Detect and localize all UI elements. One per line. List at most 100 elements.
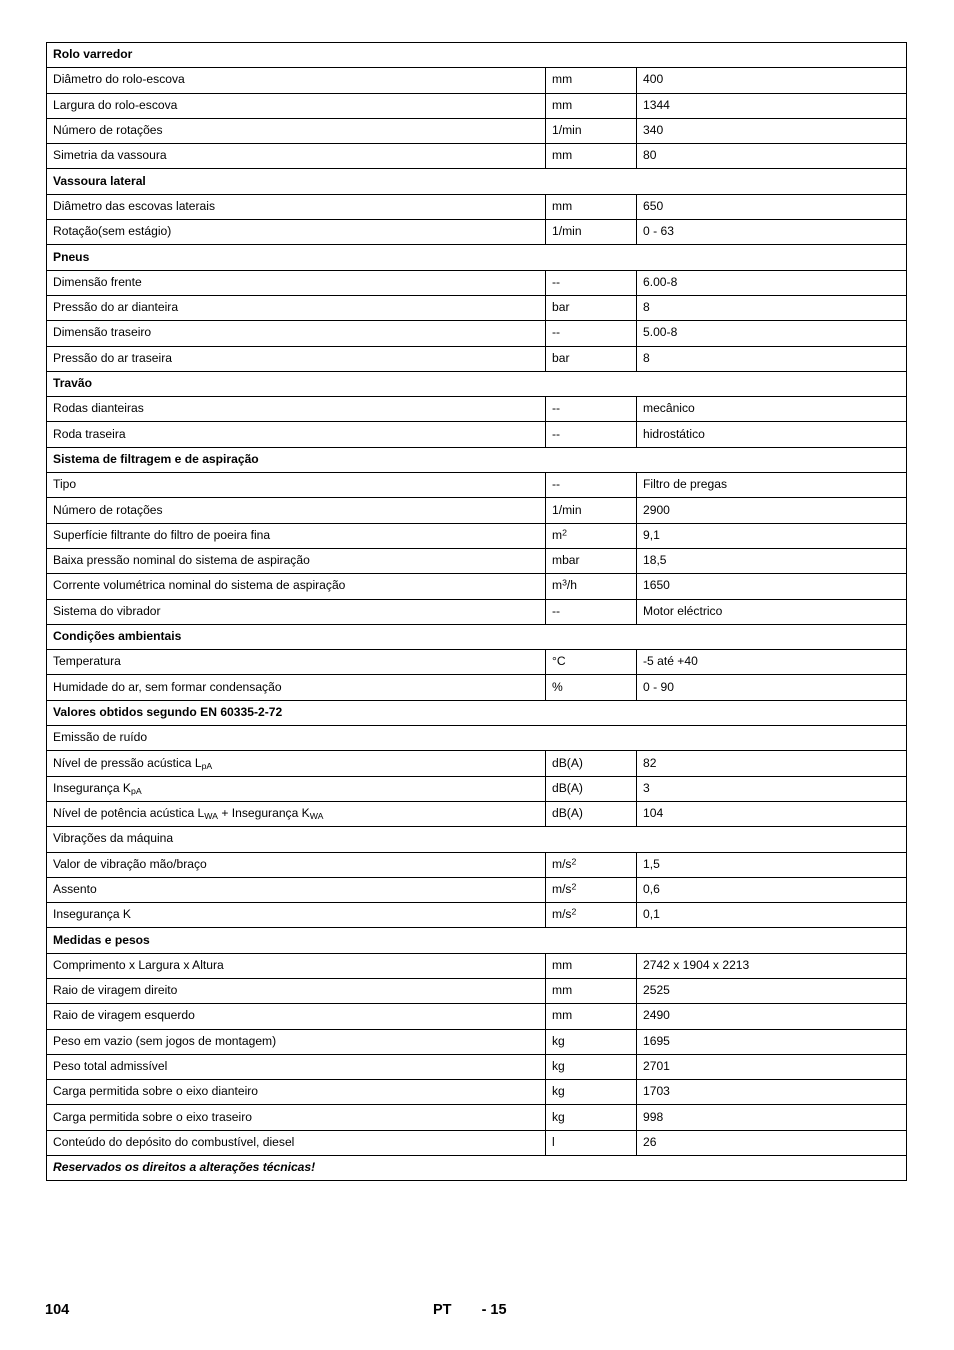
spec-unit: mbar — [545, 547, 637, 575]
spec-label: Carga permitida sobre o eixo traseiro — [46, 1104, 546, 1131]
table-row: Insegurança KpA dB(A) 3 — [46, 775, 908, 802]
spec-label: Assento — [46, 876, 546, 904]
page-footer: 104 PT - 15 — [0, 1302, 954, 1328]
spec-label: Insegurança KpA — [46, 775, 546, 802]
spec-value: 3 — [635, 775, 908, 802]
spec-value: 9,1 — [635, 522, 908, 549]
table-row: Condições ambientais — [45, 623, 908, 651]
spec-label: Temperatura — [46, 649, 546, 676]
table-row: Rotação(sem estágio) 1/min 0 - 63 — [46, 219, 908, 246]
spec-value: 0,6 — [635, 876, 908, 904]
footer-language-block: PT - 15 — [433, 1302, 613, 1318]
spec-unit: °C — [545, 649, 637, 676]
subheader-label: Vibrações da máquina — [45, 826, 908, 853]
table-body: Rolo varredor Diâmetro do rolo-escova mm 40… — [45, 41, 908, 1182]
table-row: Corrente volumétrica nominal do sistema … — [46, 573, 908, 600]
spec-unit: kg — [545, 1053, 637, 1081]
spec-unit: mm — [545, 952, 637, 979]
spec-unit: bar — [545, 294, 637, 322]
table-row: Conteúdo do depósito do combustível, die… — [46, 1129, 908, 1157]
spec-label: Humidade do ar, sem formar condensação — [46, 674, 546, 701]
spec-unit: dB(A) — [545, 775, 637, 802]
table-row: Peso em vazio (sem jogos de montagem) kg 1… — [46, 1028, 908, 1055]
table-row: Vibrações da máquina — [45, 826, 908, 853]
spec-unit: -- — [545, 269, 637, 296]
spec-unit: 1/min — [545, 219, 637, 246]
spec-label: Corrente volumétrica nominal do sistema … — [46, 573, 546, 600]
table-row: Carga permitida sobre o eixo traseiro kg 9… — [46, 1104, 908, 1131]
spec-value: 1703 — [635, 1079, 908, 1106]
section-header-label: Vassoura lateral — [45, 168, 908, 195]
spec-value: 18,5 — [635, 547, 908, 575]
table-row: Pressão do ar traseira bar 8 — [46, 345, 908, 372]
section-header-label: Medidas e pesos — [45, 927, 908, 954]
spec-label: Pressão do ar dianteira — [46, 294, 546, 322]
section-header-label: Pneus — [45, 244, 908, 271]
spec-unit: 1/min — [545, 117, 637, 145]
table-row: Rodas dianteiras -- mecânico — [46, 396, 908, 423]
spec-value: 26 — [635, 1129, 908, 1157]
table-row: Carga permitida sobre o eixo dianteiro kg… — [46, 1079, 908, 1106]
spec-unit: m/s2 — [545, 851, 637, 878]
spec-value: -5 até +40 — [635, 649, 908, 676]
spec-label: Carga permitida sobre o eixo dianteiro — [46, 1079, 546, 1106]
table-row: Raio de viragem esquerdo mm 2490 — [46, 1003, 908, 1030]
table-row: Diâmetro das escovas laterais mm 650 — [46, 193, 908, 221]
spec-label: Número de rotações — [46, 497, 546, 524]
spec-label: Simetria da vassoura — [46, 143, 546, 170]
spec-label: Diâmetro do rolo-escova — [46, 67, 546, 94]
spec-value: 8 — [635, 294, 908, 322]
spec-unit: mm — [545, 143, 637, 170]
spec-label: Conteúdo do depósito do combustível, die… — [46, 1129, 546, 1157]
spec-label: Sistema do vibrador — [46, 598, 546, 625]
table-row: Número de rotações 1/min 2900 — [46, 497, 908, 524]
spec-unit: -- — [545, 396, 637, 423]
page-number: 104 — [45, 1302, 70, 1318]
table-row: Valor de vibração mão/braço m/s2 1,5 — [46, 851, 908, 878]
spec-value: 2701 — [635, 1053, 908, 1081]
spec-label: Pressão do ar traseira — [46, 345, 546, 372]
spec-label: Tipo — [46, 472, 546, 499]
spec-unit: m2 — [545, 522, 637, 549]
table-row: Assento m/s2 0,6 — [46, 876, 908, 904]
table-row: Travão — [45, 370, 908, 398]
table-row: Peso total admissível kg 2701 — [46, 1053, 908, 1081]
spec-value: 6.00-8 — [635, 269, 908, 296]
spec-value: 0 - 63 — [635, 219, 908, 246]
footnote-label: Reservados os direitos a alterações técn… — [45, 1155, 908, 1182]
spec-label: Dimensão frente — [46, 269, 546, 296]
spec-label: Número de rotações — [46, 117, 546, 145]
spec-label: Insegurança K — [46, 902, 546, 929]
spec-value: mecânico — [635, 396, 908, 423]
spec-unit: dB(A) — [545, 800, 637, 828]
spec-unit: m3/h — [545, 573, 637, 600]
spec-unit: mm — [545, 92, 637, 119]
table-row: Número de rotações 1/min 340 — [46, 117, 908, 145]
spec-value: hidrostático — [635, 421, 908, 448]
spec-label: Superfície filtrante do filtro de poeira… — [46, 522, 546, 549]
spec-value: 650 — [635, 193, 908, 221]
table-row: Roda traseira -- hidrostático — [46, 421, 908, 448]
spec-label: Valor de vibração mão/braço — [46, 851, 546, 878]
table-row: Raio de viragem direito mm 2525 — [46, 977, 908, 1005]
language-code: PT — [433, 1302, 452, 1318]
spec-value: 2490 — [635, 1003, 908, 1030]
section-header-label: Travão — [45, 370, 908, 398]
spec-unit: -- — [545, 421, 637, 448]
table-row: Largura do rolo-escova mm 1344 — [46, 92, 908, 119]
table-row: Rolo varredor — [45, 41, 908, 69]
spec-value: 80 — [635, 143, 908, 170]
spec-label: Dimensão traseiro — [46, 320, 546, 347]
spec-unit: -- — [545, 598, 637, 625]
spec-label: Comprimento x Largura x Altura — [46, 952, 546, 979]
spec-unit: mm — [545, 977, 637, 1005]
section-header-label: Sistema de filtragem e de aspiração — [45, 446, 908, 474]
spec-value: 2742 x 1904 x 2213 — [635, 952, 908, 979]
table-row: Superfície filtrante do filtro de poeira… — [46, 522, 908, 549]
section-header-label: Valores obtidos segundo EN 60335-2-72 — [45, 699, 908, 727]
spec-value: 0 - 90 — [635, 674, 908, 701]
spec-label: Rodas dianteiras — [46, 396, 546, 423]
table-row: Emissão de ruído — [45, 725, 908, 752]
